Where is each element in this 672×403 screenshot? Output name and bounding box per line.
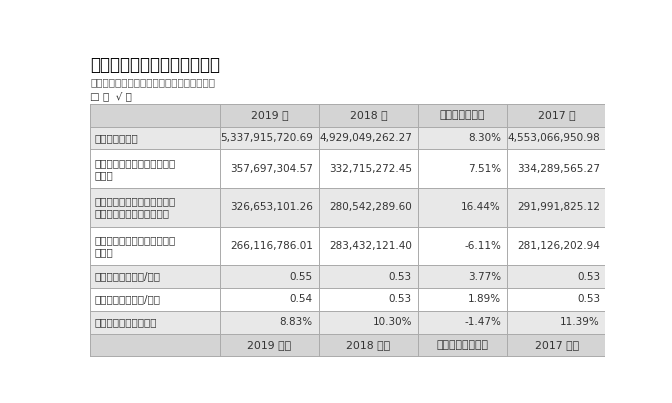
Text: 11.39%: 11.39% [560,317,600,327]
Bar [90,311,220,334]
Text: 8.30%: 8.30% [468,133,501,143]
Text: 归属于上市公司股东的扣除非
经常性损益的净利润（元）: 归属于上市公司股东的扣除非 经常性损益的净利润（元） [94,196,175,218]
Text: 0.55: 0.55 [290,272,312,282]
Text: 加权平均净资产收益率: 加权平均净资产收益率 [94,317,157,327]
Bar [220,288,319,311]
Bar [507,127,606,150]
Bar [418,150,507,188]
Bar [418,188,507,226]
Bar [319,265,418,288]
Bar [220,265,319,288]
Text: 经营活动产生的现金流量净额
（元）: 经营活动产生的现金流量净额 （元） [94,235,175,257]
Text: 332,715,272.45: 332,715,272.45 [329,164,412,174]
Bar [418,127,507,150]
Text: 266,116,786.01: 266,116,786.01 [230,241,312,251]
Text: 1.89%: 1.89% [468,294,501,304]
Bar [90,188,220,226]
Text: 5,337,915,720.69: 5,337,915,720.69 [220,133,312,143]
Text: 0.53: 0.53 [577,272,600,282]
Bar [90,127,220,150]
Text: 10.30%: 10.30% [372,317,412,327]
Text: 334,289,565.27: 334,289,565.27 [517,164,600,174]
Text: 稀释每股收益（元/股）: 稀释每股收益（元/股） [94,294,160,304]
Text: 280,542,289.60: 280,542,289.60 [329,202,412,212]
Bar [90,150,220,188]
Bar [507,226,606,265]
Text: 3.77%: 3.77% [468,272,501,282]
Text: 0.53: 0.53 [577,294,600,304]
Bar [507,150,606,188]
Bar [507,265,606,288]
Text: 2017 年: 2017 年 [538,110,575,120]
Bar [220,226,319,265]
Bar [90,226,220,265]
Text: 281,126,202.94: 281,126,202.94 [517,241,600,251]
Bar [220,334,319,356]
Bar [418,288,507,311]
Text: 291,991,825.12: 291,991,825.12 [517,202,600,212]
Text: 16.44%: 16.44% [461,202,501,212]
Text: 8.83%: 8.83% [280,317,312,327]
Text: 2019 年: 2019 年 [251,110,288,120]
Bar [418,104,507,127]
Bar [418,311,507,334]
Text: 2018 年: 2018 年 [349,110,387,120]
Text: 公司是否需追溯调整或重述以前年度会计数据: 公司是否需追溯调整或重述以前年度会计数据 [90,78,215,87]
Bar [220,104,319,127]
Bar [418,226,507,265]
Text: -1.47%: -1.47% [464,317,501,327]
Text: 7.51%: 7.51% [468,164,501,174]
Text: 0.53: 0.53 [389,272,412,282]
Text: 326,653,101.26: 326,653,101.26 [230,202,312,212]
Bar [220,311,319,334]
Bar [319,334,418,356]
Bar [319,288,418,311]
Bar [418,334,507,356]
Bar [319,311,418,334]
Text: 4,553,066,950.98: 4,553,066,950.98 [507,133,600,143]
Text: □ 是  √ 否: □ 是 √ 否 [90,91,132,101]
Bar [90,104,220,127]
Bar [319,104,418,127]
Bar [507,104,606,127]
Bar [90,288,220,311]
Bar [507,188,606,226]
Text: 0.54: 0.54 [290,294,312,304]
Text: 归属于上市公司股东的净利润
（元）: 归属于上市公司股东的净利润 （元） [94,158,175,180]
Text: 0.53: 0.53 [389,294,412,304]
Bar [90,265,220,288]
Bar [319,226,418,265]
Bar [319,127,418,150]
Text: 本年比上年增减: 本年比上年增减 [440,110,485,120]
Bar [319,150,418,188]
Text: 本年末比上年末增: 本年末比上年末增 [437,340,489,350]
Text: 4,929,049,262.27: 4,929,049,262.27 [319,133,412,143]
Text: 283,432,121.40: 283,432,121.40 [329,241,412,251]
Bar [418,265,507,288]
Text: 营业收入（元）: 营业收入（元） [94,133,138,143]
Bar [220,150,319,188]
Text: 357,697,304.57: 357,697,304.57 [230,164,312,174]
Bar [220,188,319,226]
Bar [319,188,418,226]
Bar [507,288,606,311]
Text: 2019 年末: 2019 年末 [247,340,292,350]
Text: 六、主要会计数据和财务指标: 六、主要会计数据和财务指标 [90,56,220,74]
Bar [507,311,606,334]
Text: -6.11%: -6.11% [464,241,501,251]
Text: 2018 年末: 2018 年末 [347,340,390,350]
Text: 2017 年末: 2017 年末 [535,340,579,350]
Text: 基本每股收益（元/股）: 基本每股收益（元/股） [94,272,160,282]
Bar [220,127,319,150]
Bar [90,334,220,356]
Bar [507,334,606,356]
